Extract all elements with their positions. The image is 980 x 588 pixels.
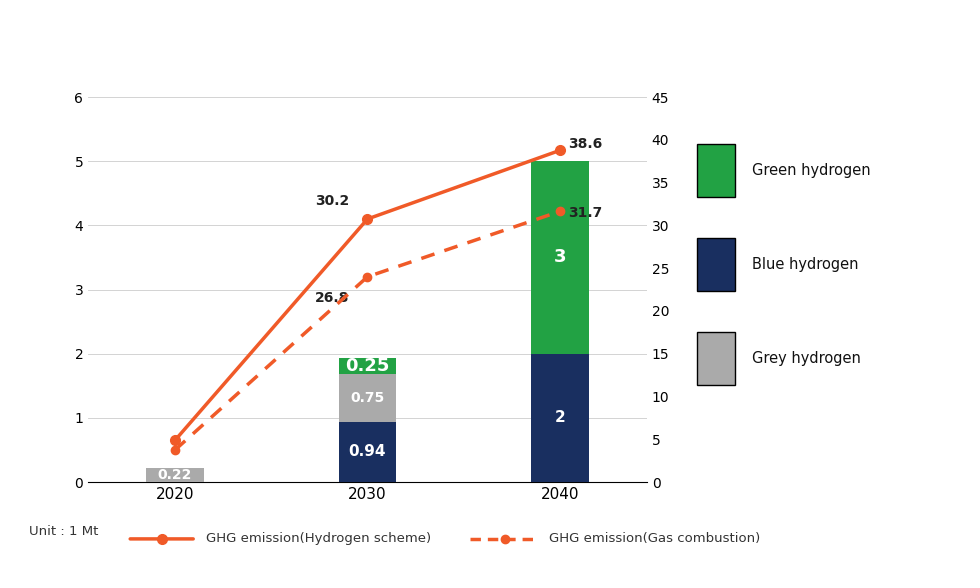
FancyBboxPatch shape: [697, 238, 735, 291]
Text: Figure 7. Greenhouse Gas Emissions projection of the Korean Government's Hydroge: Figure 7. Greenhouse Gas Emissions proje…: [18, 31, 962, 49]
Text: Unit : 1 Mt: Unit : 1 Mt: [29, 524, 99, 538]
FancyBboxPatch shape: [697, 144, 735, 197]
Text: 0.94: 0.94: [349, 445, 386, 459]
Text: 0.75: 0.75: [351, 391, 384, 405]
Text: 31.7: 31.7: [568, 206, 603, 220]
Text: Green hydrogen: Green hydrogen: [752, 163, 870, 178]
Text: 0.25: 0.25: [345, 357, 390, 375]
Text: 38.6: 38.6: [568, 136, 603, 151]
Text: GHG emission(Hydrogen scheme): GHG emission(Hydrogen scheme): [206, 532, 431, 546]
Text: 2: 2: [555, 410, 565, 426]
Bar: [146, 468, 204, 482]
Text: GHG emission(Gas combustion): GHG emission(Gas combustion): [549, 532, 760, 546]
FancyBboxPatch shape: [697, 332, 735, 385]
Text: Blue hydrogen: Blue hydrogen: [752, 257, 858, 272]
Text: 30.2: 30.2: [315, 194, 349, 208]
Text: 3: 3: [554, 249, 566, 266]
Bar: [339, 374, 396, 422]
Bar: [531, 354, 589, 482]
Text: Grey hydrogen: Grey hydrogen: [752, 351, 860, 366]
Bar: [531, 161, 589, 354]
Bar: [339, 422, 396, 482]
Bar: [339, 358, 396, 374]
Text: 26.8: 26.8: [315, 290, 349, 305]
Text: 0.22: 0.22: [158, 468, 192, 482]
